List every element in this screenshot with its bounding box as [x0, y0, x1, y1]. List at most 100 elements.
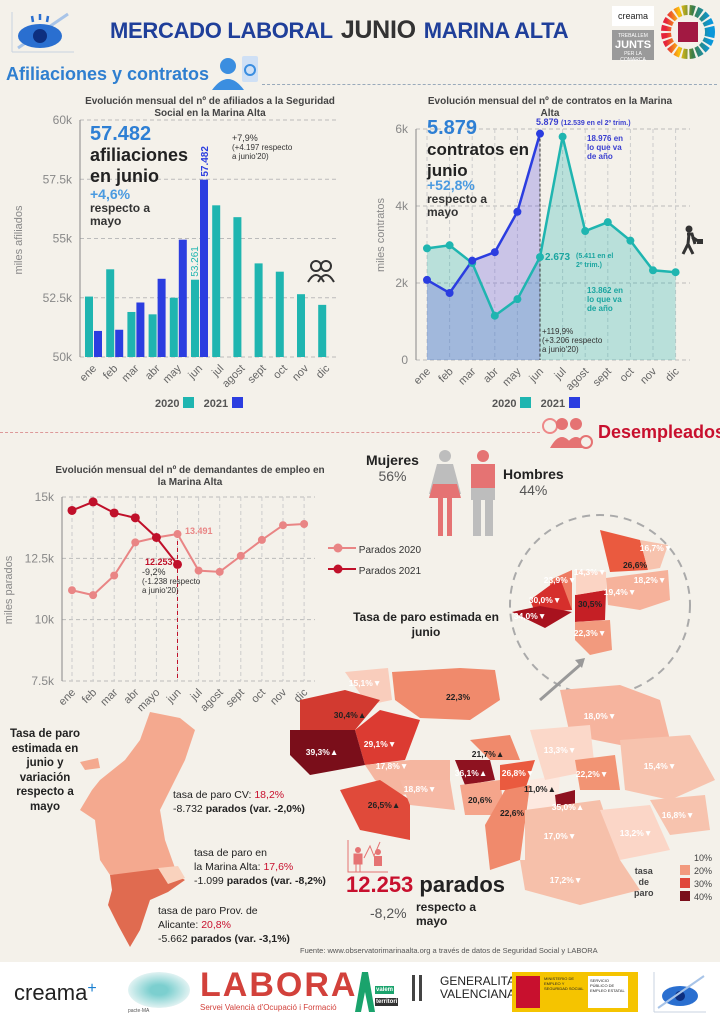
- bar-2020: [127, 311, 136, 357]
- legend-2021: 2021: [203, 398, 229, 410]
- legend-rows: 10% 20% 30% 40%: [680, 852, 712, 904]
- worker-walking-icon: [681, 225, 703, 255]
- parados-total: 12.253 parados: [346, 872, 505, 898]
- inset-rate-label: 18,2%▼: [633, 575, 667, 585]
- min-2: SERVICIO PÚBLICO DE EMPLEO ESTATAL: [588, 976, 628, 1008]
- cv-title-1: Tasa de paro: [9, 728, 81, 740]
- woman-icon: [429, 450, 461, 536]
- avalem-2: territori: [375, 998, 399, 1006]
- cv-map-title: Tasa de paro estimada en junio y variación r…: [8, 727, 82, 814]
- point-2021: [423, 275, 431, 284]
- y-tick-label: 52.5k: [43, 291, 73, 305]
- legend-swatch: [680, 865, 690, 875]
- avalem-1: valem: [375, 986, 395, 994]
- municipality-rate-label: 13,2%▼: [619, 828, 653, 838]
- parados-2021-label: 12.253: [145, 557, 173, 567]
- unemployed-people-icon: [542, 418, 593, 449]
- labora-logo: LABORA: [200, 966, 358, 1004]
- bar-2021: [178, 239, 187, 357]
- junts-logo: TREBALLEM JUNTS PER LA COMARCA: [612, 30, 654, 63]
- point-2020: [671, 268, 680, 277]
- bar-2020: [318, 304, 327, 357]
- municipality-rate-label: 17,2%▼: [549, 875, 583, 885]
- ytd20-1: 13.862 en: [587, 286, 624, 295]
- creama-text: creama: [14, 980, 88, 1005]
- legend-title: tasa de paro: [634, 866, 654, 899]
- point-2020: [603, 218, 612, 227]
- afiliados-chart-title: Evolución mensual del nº de afiliados a …: [85, 96, 335, 119]
- afiliados-label: afiliaciones en junio: [90, 145, 188, 187]
- municipality-rate-label: 20,6%: [467, 795, 493, 805]
- pacte-logo: [128, 972, 190, 1008]
- mujeres-label: Mujeres 56%: [366, 452, 419, 484]
- contratos-label: contratos en junio: [427, 139, 529, 181]
- y-tick-label: 6k: [395, 122, 409, 136]
- y-axis-label: miles parados: [3, 555, 15, 624]
- point-parados-2020: [131, 538, 140, 547]
- creama-logo: creama: [612, 6, 654, 26]
- gender-icons: [429, 450, 495, 536]
- afiliados-var: +4,6%: [90, 186, 131, 202]
- generalitat-logo: GENERALITAT VALENCIANA: [412, 975, 522, 1001]
- parados-yoy-2: (-1.238 respecto: [142, 577, 201, 586]
- mujeres-pct: 56%: [378, 468, 407, 484]
- municipality-rate-label: 22,2%▼: [575, 769, 609, 779]
- ytd21-1: 18.976 en: [587, 134, 624, 143]
- contratos-yoy: +119,9% (+3.206 respecto a junio'20): [542, 327, 602, 354]
- point-2020: [558, 132, 567, 141]
- y-tick-label: 57.5k: [43, 172, 73, 186]
- cv-num: -8.732: [173, 803, 203, 815]
- ma-label-1: tasa de paro en: [194, 847, 267, 859]
- creama-footer-logo: creama+: [14, 980, 97, 1005]
- point-parados-2021: [173, 559, 182, 569]
- legend-value: 30%: [694, 879, 713, 889]
- afiliados-yoy-1: +7,9%: [232, 133, 258, 143]
- point-2021: [490, 248, 499, 257]
- legend-2021: 2021: [540, 398, 566, 410]
- legend-parados-2020: Parados 2020: [328, 540, 421, 561]
- contratos-yoy-2: (+3.206 respecto: [542, 336, 603, 345]
- parados-total-var-label: respecto a mayo: [416, 900, 476, 928]
- map-title-2: junio: [411, 625, 441, 639]
- cv-title-5: respecto a: [16, 786, 74, 798]
- point-2020: [626, 236, 635, 245]
- gv-1: GENERALITAT: [440, 974, 522, 988]
- legend-swatch-2020: [520, 397, 532, 408]
- contratos-ytd-2020: 13.862 en lo que va de año: [587, 286, 623, 313]
- al-label-1: tasa de paro Prov. de: [158, 905, 258, 917]
- afiliados-var-label-2: mayo: [90, 214, 122, 228]
- legend-label: Parados 2021: [358, 566, 422, 577]
- divider: [0, 432, 540, 433]
- data-label-2021-jun: 57.482: [200, 146, 211, 177]
- afiliados-var-label-1: respecto a: [90, 201, 151, 215]
- y-tick-label: 12.5k: [25, 551, 55, 565]
- legend-row: 30%: [680, 878, 712, 891]
- inset-rate-label: 34,0%▼: [513, 611, 547, 621]
- point-parados-2020: [110, 571, 119, 580]
- parados-yoy: -9,2% (-1.238 respecto a junio'20): [142, 568, 201, 596]
- municipality-rate-label: 30,4%▲: [333, 710, 367, 720]
- municipality-rate-label: 26,5%▲: [367, 800, 401, 810]
- legend-2020: 2020: [492, 398, 517, 410]
- point-parados-2020: [257, 535, 266, 544]
- ytd20-3: de año: [587, 304, 613, 313]
- junts-word: JUNTS: [614, 39, 652, 51]
- inset-rate-label: 30,5%: [577, 599, 603, 609]
- y-tick-label: 55k: [53, 232, 73, 246]
- afiliados-var-label: respecto a mayo: [90, 202, 150, 228]
- inset-map: [512, 530, 670, 655]
- bar-2021: [157, 278, 166, 357]
- contratos-yoy-1: +119,9%: [542, 327, 574, 336]
- al-rest: parados (var. -3,1%): [190, 933, 290, 945]
- legend-title-1: tasa de: [634, 866, 653, 887]
- legend-swatch-2020: [183, 397, 195, 408]
- municipality-rate-label: 18,8%▼: [403, 784, 437, 794]
- cv-rest: parados (var. -2,0%): [205, 803, 305, 815]
- point-parados-2020: [300, 519, 309, 528]
- cv-stats: tasa de paro CV: 18,2% -8.732 parados (va…: [173, 788, 305, 816]
- bar-2020: [85, 296, 93, 357]
- municipality-rate-label: 36,1%▲: [454, 768, 488, 778]
